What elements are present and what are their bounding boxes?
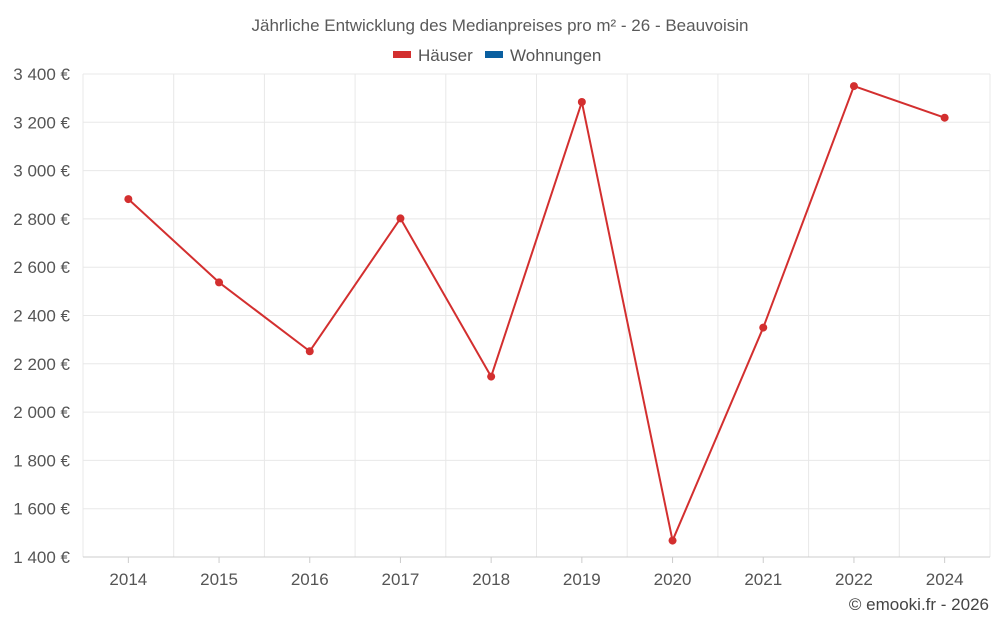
data-point-2016[interactable]: [305, 347, 314, 356]
data-point-2024[interactable]: [940, 113, 949, 122]
y-tick-label: 2 000 €: [13, 403, 70, 422]
legend: Häuser Wohnungen: [393, 46, 601, 65]
data-point-2019[interactable]: [577, 98, 586, 107]
y-tick-label: 2 200 €: [13, 355, 70, 374]
legend-swatch-houses: [393, 51, 411, 58]
legend-label-apartments: Wohnungen: [510, 46, 601, 65]
y-axis: 1 400 € 1 600 € 1 800 € 2 000 € 2 200 € 2 400…: [13, 65, 70, 567]
y-tick-label: 3 200 €: [13, 113, 70, 132]
data-point-2022[interactable]: [849, 82, 858, 91]
x-tick-label: 2015: [200, 570, 238, 589]
y-tick-label: 2 800 €: [13, 210, 70, 229]
legend-label-houses: Häuser: [418, 46, 473, 65]
x-tick-label: 2022: [835, 570, 873, 589]
x-tick-label: 2024: [926, 570, 964, 589]
y-tick-label: 3 400 €: [13, 65, 70, 84]
x-tick-label: 2014: [109, 570, 147, 589]
data-point-2021[interactable]: [759, 323, 768, 332]
data-point-2017[interactable]: [396, 214, 405, 223]
y-tick-label: 1 800 €: [13, 451, 70, 470]
y-tick-label: 2 400 €: [13, 307, 70, 326]
legend-item-houses[interactable]: Häuser: [393, 46, 473, 65]
x-tick-label: 2020: [654, 570, 692, 589]
data-point-2015[interactable]: [215, 278, 224, 287]
data-point-2014[interactable]: [124, 195, 133, 204]
chart-title: Jährliche Entwicklung des Medianpreises …: [251, 16, 748, 35]
y-tick-label: 1 600 €: [13, 500, 70, 519]
legend-swatch-apartments: [485, 51, 503, 58]
x-tick-label: 2021: [744, 570, 782, 589]
x-tick-label: 2016: [291, 570, 329, 589]
data-point-2020[interactable]: [668, 536, 677, 545]
y-tick-label: 1 400 €: [13, 548, 70, 567]
series-line-houses: [127, 85, 945, 542]
x-tick-label: 2019: [563, 570, 601, 589]
legend-item-apartments[interactable]: Wohnungen: [485, 46, 601, 65]
data-point-2018[interactable]: [487, 372, 496, 381]
y-tick-label: 2 600 €: [13, 258, 70, 277]
series-houses: [124, 82, 949, 545]
grid: [82, 73, 991, 558]
x-axis: 2014 2015 2016 2017 2018 2019 2020 2021 2022 2024: [83, 556, 990, 589]
credit-text: © emooki.fr - 2026: [849, 595, 989, 614]
x-tick-label: 2017: [382, 570, 420, 589]
y-tick-label: 3 000 €: [13, 162, 70, 181]
x-tick-label: 2018: [472, 570, 510, 589]
